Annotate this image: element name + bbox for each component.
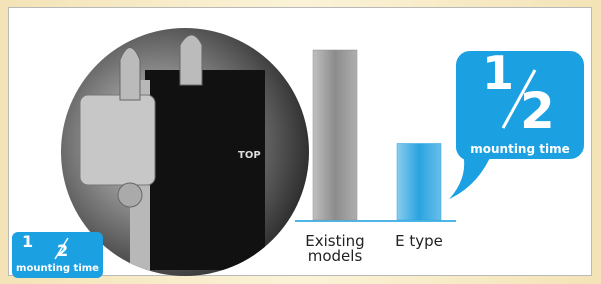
bubble-caption: mounting time [455,142,585,156]
page: TOP 1 2 mounting time 1 2 mounting time … [0,0,601,284]
bubble-denominator: 2 [520,82,555,140]
category-label: Existing models [300,234,370,264]
bubble-numerator: 1 [482,46,514,100]
photo-label: TOP [238,150,261,161]
bar [313,50,357,220]
bar [397,144,441,221]
speech-bubble [445,50,585,202]
badge-denominator: 2 [57,241,68,260]
badge-numerator: 1 [22,232,33,251]
category-label: E type [384,234,454,249]
badge-caption: mounting time [12,263,103,274]
